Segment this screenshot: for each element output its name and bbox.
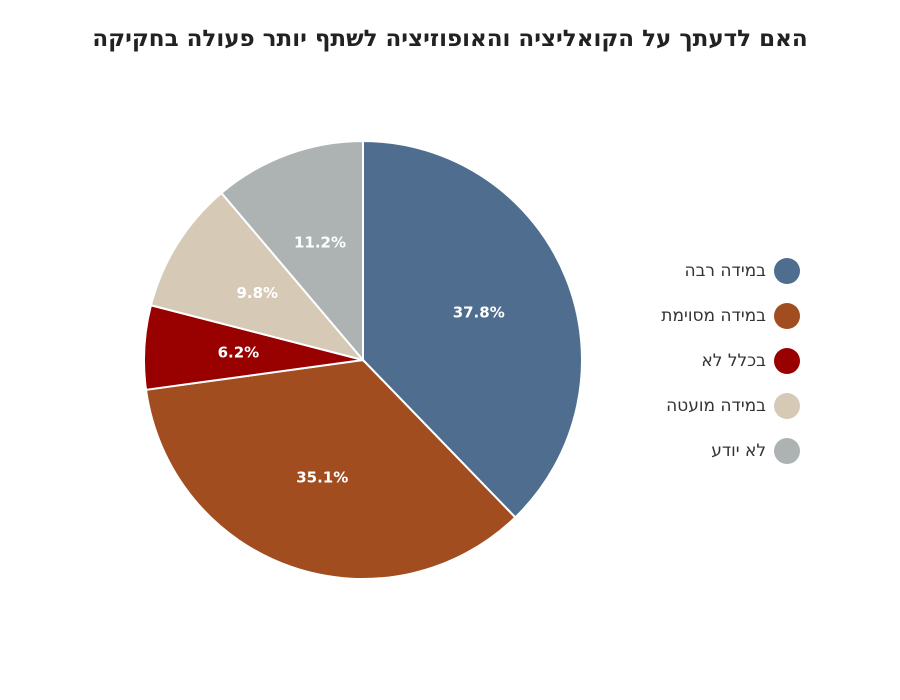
slice-value-label: 35.1% (296, 468, 348, 486)
slice-value-label: 37.8% (453, 304, 505, 322)
legend-swatch (774, 392, 800, 419)
legend-item[interactable]: במידה רבה (600, 248, 800, 293)
legend-label: בכלל לא (701, 350, 766, 371)
legend-label: במידה מסוימת (661, 305, 766, 326)
pie-slice[interactable] (144, 358, 517, 580)
legend: במידה רבה במידה מסוימת בכלל לא במידה מוע… (600, 248, 800, 473)
pie-slice[interactable] (149, 191, 366, 362)
legend-label: במידה מועטה (666, 395, 766, 416)
legend-label: לא יודע (711, 440, 766, 461)
pie-slice[interactable] (220, 139, 364, 363)
legend-swatch (774, 302, 800, 329)
legend-swatch (774, 347, 800, 374)
slice-value-label: 9.8% (236, 284, 278, 302)
legend-item[interactable]: לא יודע (600, 428, 800, 473)
legend-label: במידה רבה (684, 260, 767, 281)
legend-swatch (774, 257, 800, 284)
legend-item[interactable]: במידה מועטה (600, 383, 800, 428)
slice-value-label: 11.2% (294, 233, 346, 251)
legend-swatch (774, 437, 800, 464)
pie-slice[interactable] (362, 139, 583, 519)
legend-item[interactable]: במידה מסוימת (600, 293, 800, 338)
slice-value-label: 6.2% (218, 343, 260, 361)
legend-item[interactable]: בכלל לא (600, 338, 800, 383)
chart-title: האם לדעתך על הקואליציה והאופוזיציה לשתף … (92, 26, 808, 52)
